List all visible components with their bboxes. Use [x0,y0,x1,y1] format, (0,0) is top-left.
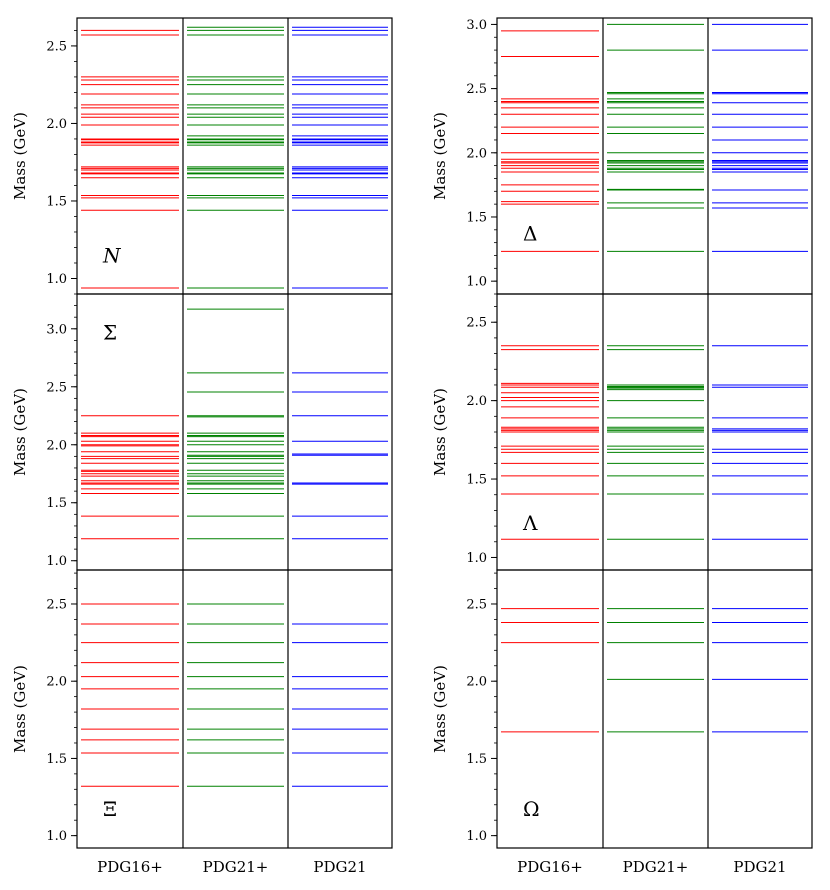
y-axis-label: Mass (GeV) [431,665,449,753]
panel-frame [76,17,393,295]
y-axis-label: Mass (GeV) [11,112,29,200]
y-axis-label: Mass (GeV) [11,665,29,753]
y-tick-label: 2.5 [46,380,67,395]
particle-symbol-n: N [102,243,122,267]
y-tick-label: 1.0 [46,272,67,287]
y-tick-label: 2.0 [466,146,487,161]
panel-xi: 1.0 1.5 2.0 2.5 Mass (GeV) Ξ [11,569,393,849]
y-tick-label: 2.5 [466,82,487,97]
panel-omega: 1.0 1.5 2.0 2.5 Mass (GeV) Ω [431,569,813,849]
panel-delta: 1.0 1.5 2.0 2.5 3.0 Mass (GeV) Δ [431,17,813,295]
y-tick-label: 3.0 [46,322,67,337]
y-tick-label: 2.0 [46,117,67,132]
y-axis-label: Mass (GeV) [431,112,449,200]
particle-symbol-delta: Δ [523,221,537,245]
panel-frame [76,569,393,849]
y-tick-label: 2.5 [46,597,67,612]
y-tick-label: 1.0 [46,829,67,844]
panel-n: 1.0 1.5 2.0 2.5 Mass (GeV) N [11,17,393,295]
column-label-pdg21plus: PDG21+ [623,858,689,876]
column-label-pdg16plus: PDG16+ [97,858,163,876]
y-tick-label: 1.0 [46,554,67,569]
y-tick-label: 2.0 [466,675,487,690]
y-tick-label: 1.5 [466,473,487,488]
y-tick-label: 2.5 [46,39,67,54]
particle-symbol-xi: Ξ [103,797,117,821]
y-tick-label: 2.5 [466,316,487,331]
y-tick-label: 1.5 [466,210,487,225]
y-tick-label: 2.0 [46,438,67,453]
column-label-pdg21: PDG21 [733,858,786,876]
particle-symbol-lambda: Λ [522,511,538,535]
y-tick-label: 1.0 [466,551,487,566]
column-label-pdg21: PDG21 [313,858,366,876]
y-axis-label: Mass (GeV) [431,388,449,476]
particle-symbol-omega: Ω [523,797,540,821]
column-label-pdg21plus: PDG21+ [203,858,269,876]
y-tick-label: 3.0 [466,18,487,33]
y-tick-label: 1.0 [466,275,487,290]
y-tick-label: 1.5 [46,496,67,511]
y-tick-label: 2.5 [466,597,487,612]
panel-frame [496,17,813,295]
panel-lambda: 1.0 1.5 2.0 2.5 Mass (GeV) Λ [431,293,813,571]
y-tick-label: 1.5 [466,752,487,767]
column-label-pdg16plus: PDG16+ [517,858,583,876]
panel-frame [76,293,393,571]
y-tick-label: 1.0 [466,829,487,844]
panel-sigma: 1.0 1.5 2.0 2.5 3.0 Mass (GeV) Σ [11,293,393,571]
panel-frame [496,569,813,849]
y-tick-label: 1.5 [46,194,67,209]
y-tick-label: 2.0 [466,394,487,409]
particle-symbol-sigma: Σ [103,321,117,345]
y-tick-label: 2.0 [46,675,67,690]
y-tick-label: 1.5 [46,752,67,767]
y-axis-label: Mass (GeV) [11,388,29,476]
